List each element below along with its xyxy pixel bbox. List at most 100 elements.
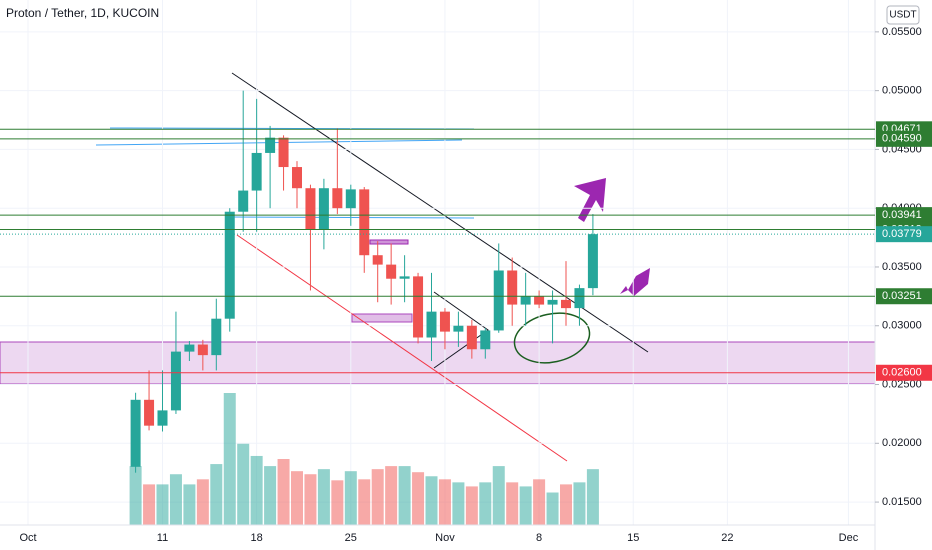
- rocket: [620, 268, 650, 296]
- candle-body: [170, 351, 181, 411]
- x-tick-label: Oct: [19, 532, 36, 544]
- candle-body: [413, 276, 424, 338]
- x-tick-label: 8: [536, 532, 542, 544]
- candle-body: [345, 189, 356, 209]
- candle-body: [130, 399, 141, 467]
- volume-bar: [331, 480, 344, 525]
- volume-bar: [546, 492, 559, 525]
- price-label-box: [876, 130, 932, 147]
- volume-bar: [223, 393, 236, 525]
- price-label-box: [876, 364, 932, 381]
- candle-body: [520, 296, 531, 305]
- candle-body: [211, 318, 222, 356]
- candle-body: [507, 270, 518, 305]
- volume-bar: [398, 466, 411, 525]
- currency-box: [886, 5, 920, 25]
- volume-bar: [291, 471, 303, 525]
- candle-body: [534, 296, 545, 305]
- y-tick-label: 0.05500: [882, 26, 922, 38]
- candle-body: [197, 344, 208, 356]
- x-tick-label: Nov: [435, 532, 455, 544]
- x-tick-label: 22: [721, 532, 733, 544]
- volume-bar: [412, 472, 425, 525]
- volume-bar: [560, 484, 572, 525]
- zone-small: [351, 313, 413, 323]
- price-label: 0.03941: [882, 209, 922, 221]
- candle-body: [426, 311, 437, 338]
- y-tick-label: 0.03500: [882, 261, 922, 273]
- price-label: 0.04590: [882, 133, 922, 145]
- trendline: [236, 234, 568, 462]
- price-label-box: [876, 288, 932, 305]
- y-tick-label: 0.01500: [882, 496, 922, 508]
- candle-body: [278, 137, 289, 168]
- arrow: [574, 178, 606, 222]
- volume-bar: [344, 471, 357, 525]
- y-tick-label: 0.02000: [882, 437, 922, 449]
- volume-bar: [196, 479, 209, 525]
- volume-bar: [479, 482, 492, 525]
- candle-body: [386, 264, 397, 279]
- volume-bar: [452, 482, 465, 525]
- circle-mark: [513, 312, 591, 364]
- candle-body: [332, 188, 343, 209]
- candle-body: [157, 410, 168, 426]
- support-zone: [0, 341, 876, 385]
- volume-bar: [465, 486, 478, 525]
- price-label-box: [876, 207, 932, 224]
- x-tick-label: 15: [627, 532, 639, 544]
- volume-bar: [304, 474, 317, 525]
- volume-bar: [156, 484, 169, 525]
- y-tick-label: 0.02500: [882, 378, 922, 390]
- candle-body: [587, 234, 598, 289]
- volume-bar: [586, 469, 599, 525]
- volume-bar: [358, 479, 371, 525]
- volume-bar: [210, 464, 223, 525]
- candle-body: [251, 152, 262, 191]
- candle-body: [574, 288, 585, 309]
- volume-bar: [573, 482, 586, 525]
- price-label-box: [876, 226, 932, 243]
- candle-body: [305, 188, 316, 230]
- volume-bar: [519, 486, 532, 525]
- y-tick-label: 0.05000: [882, 85, 922, 97]
- candle-body: [399, 276, 410, 279]
- candle-body: [372, 255, 383, 265]
- candle-body: [453, 325, 464, 332]
- zone-small: [369, 239, 409, 245]
- x-tick-label: 25: [345, 532, 357, 544]
- candle-body: [224, 211, 235, 319]
- last-price-label: 0.03779: [882, 228, 922, 240]
- volume-bar: [371, 469, 384, 525]
- price-label: 0.03251: [882, 290, 922, 302]
- volume-bar: [183, 484, 196, 525]
- volume-bar: [277, 459, 290, 525]
- candle-body: [238, 190, 249, 212]
- volume-bar: [237, 443, 250, 525]
- x-tick-label: Dec: [839, 532, 859, 544]
- candle-body: [466, 325, 477, 350]
- volume-bar: [317, 469, 330, 525]
- candle-body: [439, 311, 450, 332]
- price-label: 0.02600: [882, 367, 922, 379]
- volume-bar: [143, 484, 156, 525]
- volume-bar: [264, 466, 277, 525]
- drawn-line: [231, 216, 475, 219]
- candle-body: [359, 189, 370, 256]
- volume-bar: [506, 482, 519, 525]
- candle-body: [480, 330, 491, 350]
- volume-bar: [129, 466, 142, 525]
- x-tick-label: 18: [251, 532, 263, 544]
- x-tick-label: 11: [157, 532, 168, 544]
- chart-title: Proton / Tether, 1D, KUCOIN: [6, 6, 159, 20]
- candle-body: [265, 137, 276, 153]
- candle-body: [561, 299, 571, 309]
- candle-body: [493, 270, 504, 331]
- volume-bar: [438, 479, 451, 525]
- candle-body: [547, 299, 558, 305]
- volume-bar: [250, 455, 263, 525]
- triangle: [433, 291, 489, 369]
- volume-bar: [533, 479, 546, 525]
